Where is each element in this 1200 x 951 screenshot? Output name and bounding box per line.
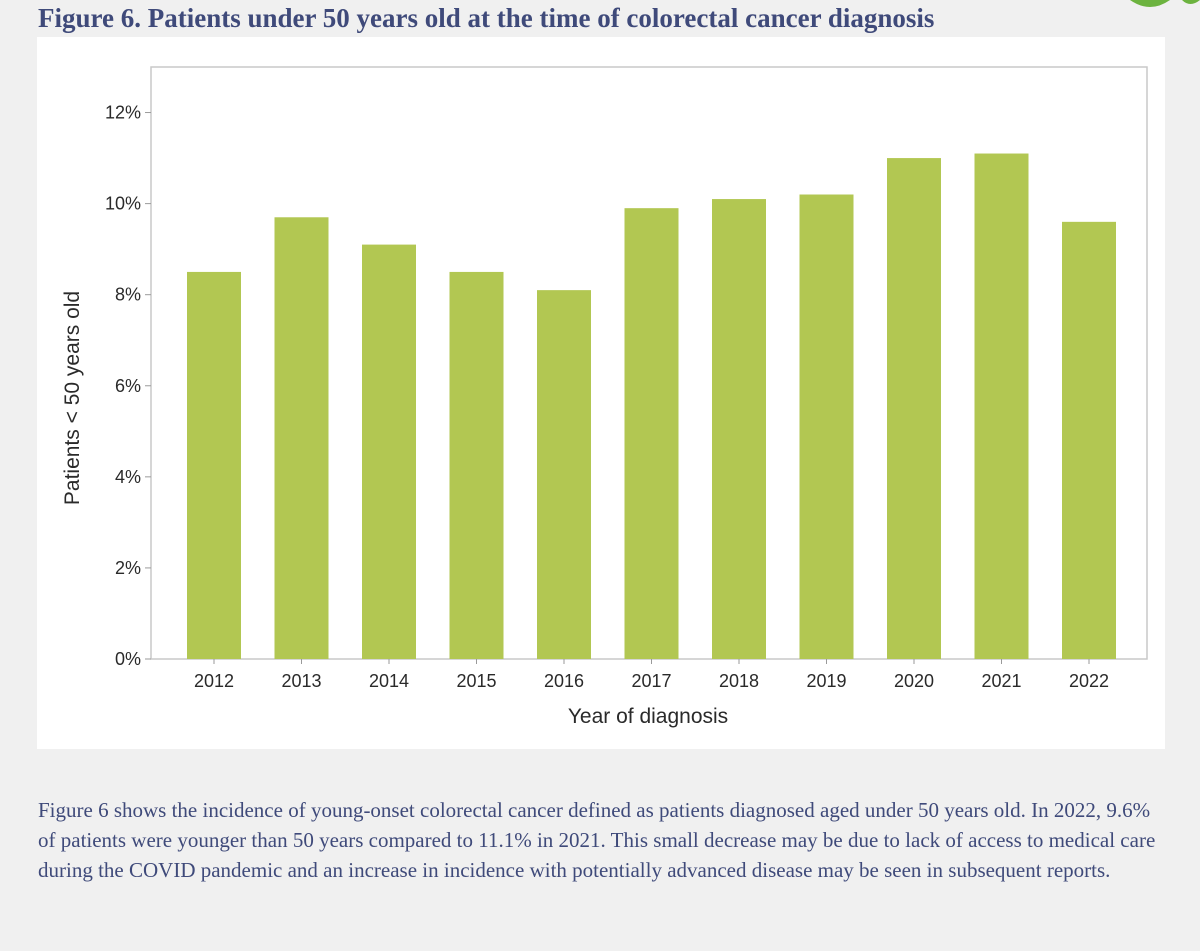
bar-2016: [537, 290, 591, 659]
y-tick-label: 0%: [115, 649, 141, 669]
y-tick-label: 4%: [115, 467, 141, 487]
bar-2012: [187, 271, 241, 659]
figure-title: Figure 6. Patients under 50 years old at…: [38, 3, 935, 33]
x-tick-label: 2016: [544, 671, 584, 691]
leaf-decoration-icon: [1130, 0, 1200, 7]
bars: [187, 153, 1116, 660]
y-tick-label: 2%: [115, 558, 141, 578]
bar-2020: [887, 158, 941, 660]
x-tick-label: 2018: [719, 671, 759, 691]
bar-2018: [712, 199, 766, 660]
x-tick-label: 2015: [456, 671, 496, 691]
x-tick-label: 2022: [1069, 671, 1109, 691]
x-tick-label: 2012: [194, 671, 234, 691]
bar-2022: [1062, 221, 1116, 660]
x-tick-label: 2017: [631, 671, 671, 691]
y-tick-label: 12%: [105, 103, 141, 123]
bar-2015: [449, 271, 504, 659]
y-axis-ticks: 0% 2% 4% 6% 8% 10% 12%: [105, 103, 151, 669]
bar-2019: [799, 194, 854, 659]
x-tick-label: 2014: [369, 671, 409, 691]
x-axis-ticks: 2012 2013 2014 2015 2016 2017 2018 2019 2020 2021…: [194, 659, 1109, 691]
x-tick-label: 2019: [806, 671, 846, 691]
y-axis-title: Patients < 50 years old: [61, 291, 84, 505]
bar-2013: [274, 217, 329, 659]
y-tick-label: 8%: [115, 285, 141, 305]
y-tick-label: 6%: [115, 376, 141, 396]
x-tick-label: 2013: [281, 671, 321, 691]
figure-caption: Figure 6 shows the incidence of young-on…: [38, 798, 1156, 882]
bar-2014: [362, 244, 416, 659]
x-axis-title: Year of diagnosis: [568, 705, 728, 728]
y-tick-label: 10%: [105, 194, 141, 214]
bar-2017: [624, 208, 679, 659]
x-tick-label: 2020: [894, 671, 934, 691]
bar-2021: [974, 153, 1029, 659]
bar-chart: 0%2%4%6%8%10%12% 2012 2013 2014 2015 2016 201…: [61, 66, 1148, 728]
chart-panel: 0% 2% 4% 6% 8% 10% 12% 2012 2013 2014 2015 2016 201…: [37, 37, 1165, 749]
x-tick-label: 2021: [981, 671, 1021, 691]
